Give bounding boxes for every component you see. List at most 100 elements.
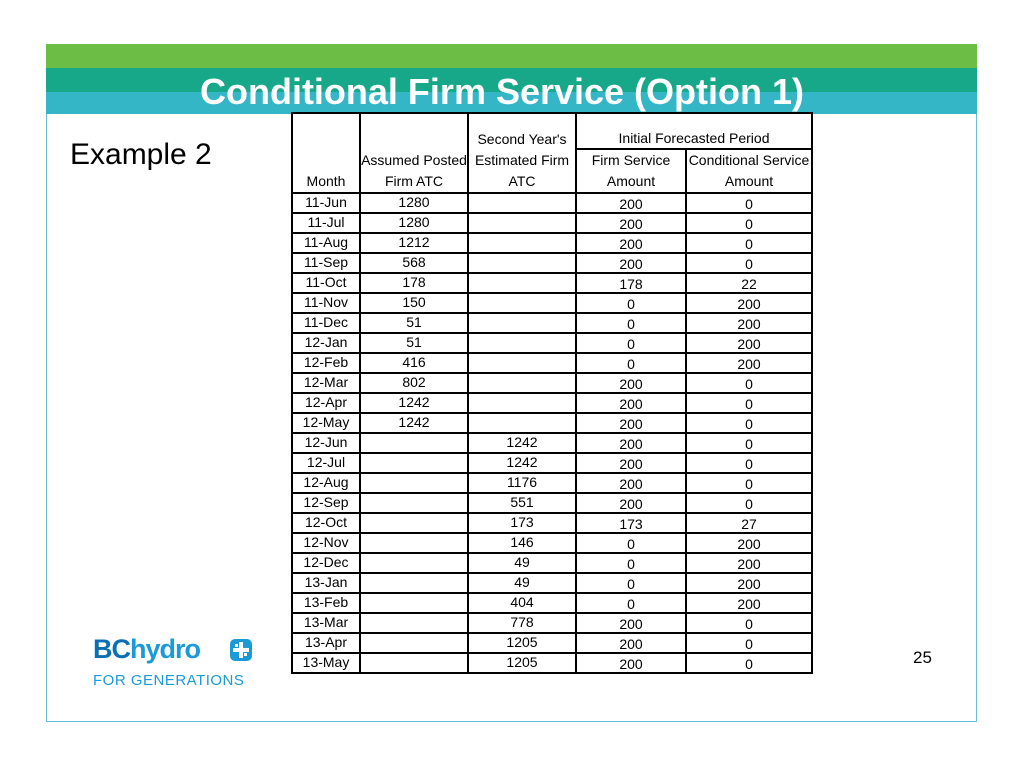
firm-service-amount-cell: 200	[575, 652, 687, 674]
conditional-service-amount-cell: 200	[685, 312, 813, 334]
posted-firm-atc-cell	[359, 512, 469, 534]
month-cell: 12-Apr	[291, 392, 361, 414]
second-year-atc-cell: 404	[467, 592, 577, 614]
second-year-atc-cell	[467, 252, 577, 274]
header-band-green	[46, 44, 977, 68]
firm-service-amount-cell: 0	[575, 352, 687, 374]
conditional-service-amount-cell: 22	[685, 272, 813, 294]
second-year-atc-cell	[467, 232, 577, 254]
month-cell: 12-Jul	[291, 452, 361, 474]
conditional-service-amount-cell: 0	[685, 232, 813, 254]
firm-service-amount-cell: 200	[575, 252, 687, 274]
slide-title: Conditional Firm Service (Option 1)	[199, 71, 805, 112]
month-cell: 12-Nov	[291, 532, 361, 554]
bchydro-lightning-icon	[230, 639, 252, 661]
posted-firm-atc-cell: 51	[359, 332, 469, 354]
second-year-atc-cell: 146	[467, 532, 577, 554]
second-year-atc-cell	[467, 352, 577, 374]
header-conditional-service-amount: Conditional Service Amount	[685, 148, 813, 194]
firm-service-amount-cell: 200	[575, 632, 687, 654]
posted-firm-atc-cell	[359, 492, 469, 514]
month-cell: 11-Jul	[291, 212, 361, 234]
month-cell: 12-Feb	[291, 352, 361, 374]
posted-firm-atc-cell	[359, 572, 469, 594]
conditional-service-amount-cell: 200	[685, 352, 813, 374]
second-year-atc-cell	[467, 412, 577, 434]
firm-service-amount-cell: 200	[575, 452, 687, 474]
firm-service-amount-cell: 200	[575, 412, 687, 434]
conditional-service-amount-cell: 0	[685, 612, 813, 634]
conditional-service-amount-cell: 27	[685, 512, 813, 534]
page-number: 25	[913, 648, 932, 667]
second-year-atc-cell: 1242	[467, 432, 577, 454]
logo-tagline: FOR GENERATIONS	[93, 672, 245, 689]
logo-hydro-text: hydro	[130, 634, 201, 664]
table-header-row: Month Assumed Posted Firm ATC Second Yea…	[291, 112, 813, 194]
second-year-atc-cell	[467, 372, 577, 394]
second-year-atc-cell: 1205	[467, 652, 577, 674]
month-cell: 13-May	[291, 652, 361, 674]
conditional-service-amount-cell: 0	[685, 432, 813, 454]
header-second-year-atc: Second Year's Estimated Firm ATC	[467, 112, 577, 194]
posted-firm-atc-cell: 1212	[359, 232, 469, 254]
second-year-atc-cell	[467, 272, 577, 294]
posted-firm-atc-cell: 178	[359, 272, 469, 294]
table-row: 12-Feb 416 0 200	[291, 352, 813, 374]
table-row: 12-Apr 1242 200 0	[291, 392, 813, 414]
conditional-service-amount-cell: 0	[685, 652, 813, 674]
table-row: 13-May 1205 200 0	[291, 652, 813, 674]
posted-firm-atc-cell	[359, 472, 469, 494]
posted-firm-atc-cell	[359, 552, 469, 574]
conditional-service-amount-cell: 0	[685, 452, 813, 474]
firm-service-amount-cell: 200	[575, 372, 687, 394]
conditional-service-amount-cell: 0	[685, 492, 813, 514]
firm-service-amount-cell: 200	[575, 612, 687, 634]
table-row: 12-Jun 1242 200 0	[291, 432, 813, 454]
table-row: 11-Dec 51 0 200	[291, 312, 813, 334]
conditional-service-amount-cell: 0	[685, 252, 813, 274]
firm-service-amount-cell: 200	[575, 212, 687, 234]
table-row: 11-Nov 150 0 200	[291, 292, 813, 314]
header-initial-forecasted-period: Initial Forecasted Period	[575, 112, 813, 150]
posted-firm-atc-cell: 150	[359, 292, 469, 314]
month-cell: 11-Nov	[291, 292, 361, 314]
conditional-service-amount-cell: 0	[685, 392, 813, 414]
month-cell: 13-Feb	[291, 592, 361, 614]
table-row: 12-Mar 802 200 0	[291, 372, 813, 394]
firm-service-amount-cell: 200	[575, 492, 687, 514]
table-row: 12-Jul 1242 200 0	[291, 452, 813, 474]
second-year-atc-cell: 1176	[467, 472, 577, 494]
posted-firm-atc-cell	[359, 532, 469, 554]
posted-firm-atc-cell: 1280	[359, 212, 469, 234]
firm-service-amount-cell: 0	[575, 292, 687, 314]
month-cell: 11-Sep	[291, 252, 361, 274]
month-cell: 12-May	[291, 412, 361, 434]
conditional-service-amount-cell: 0	[685, 212, 813, 234]
table-row: 12-Sep 551 200 0	[291, 492, 813, 514]
month-cell: 13-Jan	[291, 572, 361, 594]
firm-service-amount-cell: 173	[575, 512, 687, 534]
table-row: 13-Jan 49 0 200	[291, 572, 813, 594]
atc-table: Month Assumed Posted Firm ATC Second Yea…	[291, 112, 813, 674]
table-row: 11-Sep 568 200 0	[291, 252, 813, 274]
month-cell: 12-Jan	[291, 332, 361, 354]
table-row: 11-Jun 1280 200 0	[291, 192, 813, 214]
posted-firm-atc-cell	[359, 452, 469, 474]
month-cell: 13-Apr	[291, 632, 361, 654]
month-cell: 11-Jun	[291, 192, 361, 214]
header-firm-service-amount: Firm Service Amount	[575, 148, 687, 194]
firm-service-amount-cell: 200	[575, 392, 687, 414]
example-label: Example 2	[70, 138, 212, 171]
header-band-cyan	[46, 92, 977, 114]
second-year-atc-cell	[467, 292, 577, 314]
posted-firm-atc-cell: 416	[359, 352, 469, 374]
month-cell: 12-Jun	[291, 432, 361, 454]
second-year-atc-cell: 551	[467, 492, 577, 514]
month-cell: 12-Aug	[291, 472, 361, 494]
firm-service-amount-cell: 0	[575, 332, 687, 354]
header-band-teal	[46, 68, 977, 92]
month-cell: 12-Dec	[291, 552, 361, 574]
second-year-atc-cell: 49	[467, 572, 577, 594]
firm-service-amount-cell: 0	[575, 552, 687, 574]
table-row: 12-Aug 1176 200 0	[291, 472, 813, 494]
